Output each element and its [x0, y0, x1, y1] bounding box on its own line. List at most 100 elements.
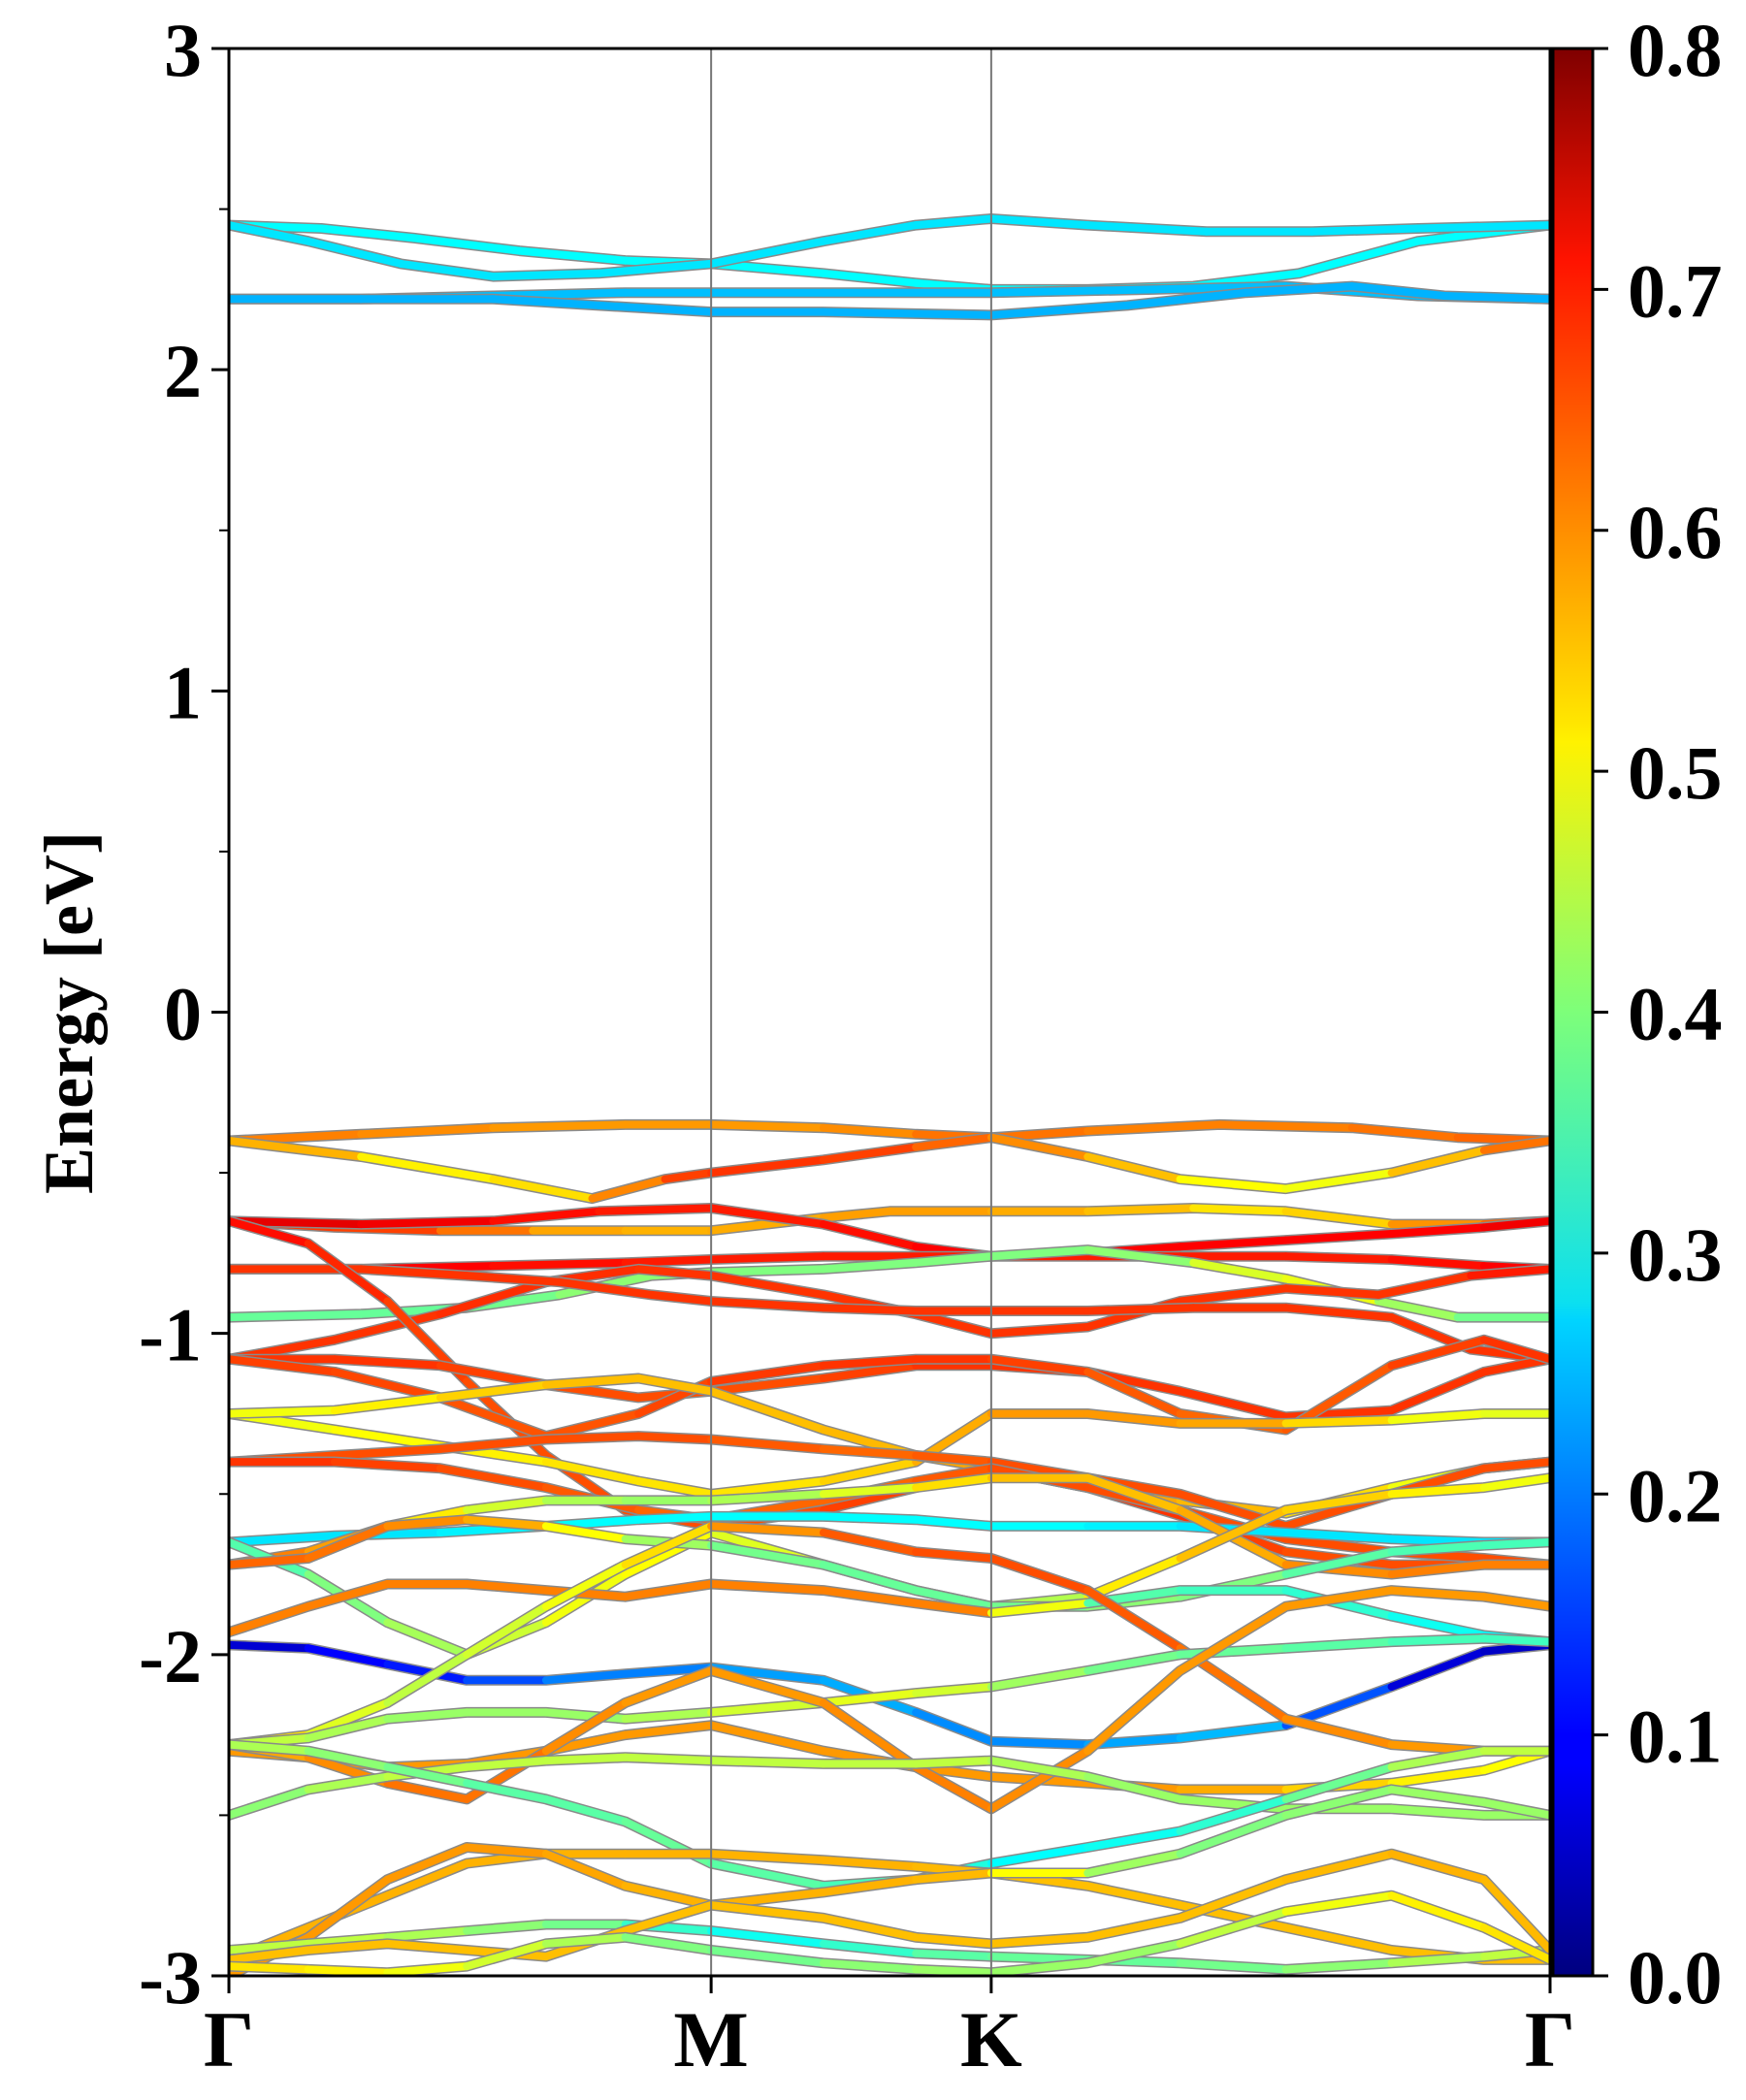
band-32 — [229, 1784, 1550, 1976]
band-35-segment — [541, 1933, 630, 1948]
band-22-segment — [707, 1541, 827, 1569]
band-21-segment — [1176, 1505, 1290, 1563]
band-25-segment — [707, 1522, 827, 1536]
band-17-segment — [331, 1444, 444, 1460]
band-10-segment — [986, 1323, 1092, 1338]
band-28-segment — [707, 1666, 827, 1707]
band-25-segment — [986, 1554, 1092, 1595]
band-22-segment — [1281, 1547, 1396, 1578]
band-1-segment — [304, 237, 405, 268]
band-1-segment — [819, 221, 921, 245]
band-5-segment — [661, 1169, 716, 1183]
band-23-segment — [986, 1599, 1092, 1617]
band-34-segment — [1479, 1875, 1550, 1955]
band-34-segment — [986, 1933, 1092, 1948]
band-33-segment — [383, 1926, 471, 1942]
band-0-segment — [515, 246, 630, 265]
band-34-segment — [383, 1939, 471, 1955]
band-26-outline — [229, 1632, 1550, 1751]
band-20 — [229, 1472, 1550, 1580]
band-26-segment — [1176, 1644, 1290, 1659]
band-30-segment — [383, 1762, 471, 1788]
band-13-segment — [819, 1361, 921, 1382]
band-7-segment — [1387, 1223, 1488, 1238]
band-4 — [229, 1118, 1550, 1147]
band-26-segment — [1083, 1650, 1184, 1675]
band-32-segment — [1479, 1798, 1550, 1820]
band-15-segment — [1083, 1409, 1184, 1428]
band-3-segment — [1242, 282, 1356, 297]
band-32-segment — [383, 1843, 471, 1884]
band-29-segment — [1083, 1772, 1184, 1803]
band-22-segment — [541, 1522, 630, 1543]
band-10-segment — [707, 1272, 827, 1299]
band-13-segment — [331, 1355, 444, 1370]
band-9-segment — [986, 1245, 1092, 1261]
band-15-segment — [707, 1477, 827, 1499]
band-28-segment — [1176, 1602, 1290, 1675]
band-33-segment — [1387, 1953, 1488, 1967]
band-11-segment — [1083, 1304, 1198, 1315]
band-25-segment — [819, 1529, 921, 1556]
band-26-segment — [1281, 1637, 1396, 1653]
band-26-segment — [304, 1715, 392, 1742]
band-28-segment — [1479, 1593, 1550, 1611]
band-34 — [229, 1848, 1550, 1965]
band-7-segment — [1176, 1236, 1290, 1251]
band-33-segment — [707, 1926, 827, 1948]
colorbar-tick-label: 0.1 — [1628, 1695, 1723, 1779]
band-10-segment — [1281, 1284, 1382, 1299]
colorbar-tick-label: 0.6 — [1628, 490, 1723, 574]
band-25-segment — [463, 1602, 550, 1659]
band-17 — [229, 1431, 1550, 1532]
band-31-segment — [1281, 1923, 1396, 1955]
band-31-segment — [707, 1850, 827, 1864]
band-34-segment — [229, 1946, 312, 1964]
x-tick-label: Γ — [1525, 1995, 1575, 2084]
band-30-segment — [541, 1794, 630, 1825]
band-21-segment — [1281, 1490, 1396, 1514]
band-26-segment — [1387, 1634, 1488, 1646]
band-30-segment — [229, 1740, 312, 1756]
band-7-segment — [595, 1204, 716, 1215]
band-26-segment — [1479, 1634, 1550, 1646]
band-28-segment — [1387, 1586, 1488, 1601]
band-8-segment — [1281, 1252, 1396, 1264]
band-15-segment — [1387, 1409, 1488, 1425]
band-6-segment — [1281, 1207, 1396, 1229]
band-7-segment — [357, 1216, 498, 1229]
band-31-segment — [1083, 1882, 1184, 1910]
band-22-segment — [463, 1515, 550, 1531]
band-26 — [229, 1632, 1550, 1751]
band-34-segment — [819, 1914, 921, 1942]
band-10-segment — [634, 1265, 716, 1280]
colorbar-tick-label: 0.8 — [1628, 8, 1723, 92]
band-27-segment — [707, 1721, 827, 1756]
band-16-segment — [436, 1380, 550, 1402]
band-28-segment — [912, 1762, 995, 1813]
band-35-segment — [229, 1962, 312, 1974]
band-3-segment — [1123, 288, 1250, 309]
band-23-segment — [912, 1599, 995, 1617]
band-29-segment — [304, 1772, 392, 1793]
band-7-segment — [229, 1216, 366, 1229]
band-3-segment — [819, 307, 995, 319]
band-28-segment — [819, 1698, 921, 1771]
y-tick-label: -3 — [139, 1935, 202, 2019]
band-35-segment — [1176, 1907, 1290, 1948]
band-34-segment — [912, 1933, 995, 1948]
band-23-segment — [463, 1580, 550, 1595]
band-16-segment — [707, 1387, 827, 1434]
band-25-segment — [912, 1547, 995, 1563]
band-4-segment — [707, 1120, 827, 1132]
band-26-segment — [541, 1708, 630, 1724]
band-20-segment — [819, 1483, 921, 1499]
band-29-segment — [541, 1753, 630, 1765]
band-32-segment — [1387, 1785, 1488, 1807]
band-21-segment — [1387, 1483, 1488, 1499]
band-29-segment — [1387, 1804, 1488, 1820]
band-28-segment — [621, 1666, 716, 1707]
plot-frame — [227, 47, 1552, 1978]
band-35-segment — [383, 1962, 471, 1976]
